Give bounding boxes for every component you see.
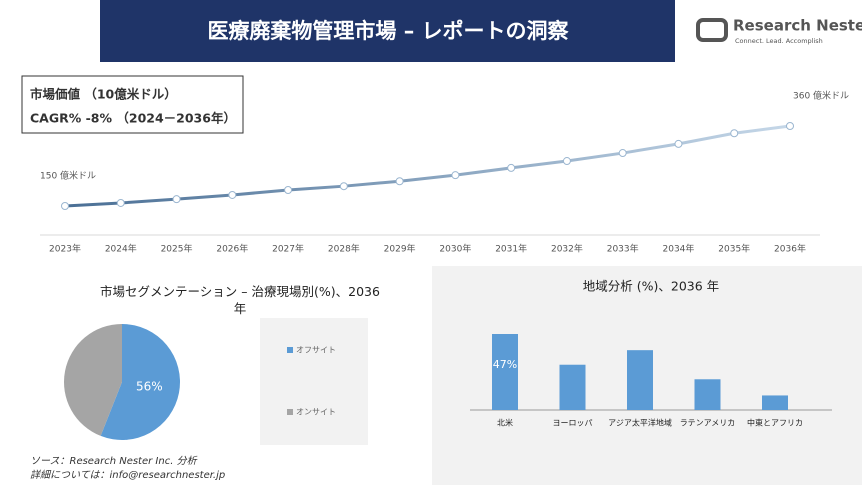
x-tick-label: 2028年: [328, 243, 360, 255]
point: [451, 171, 460, 180]
x-tick-label: 2024年: [105, 243, 137, 255]
x-tick-label: 2023年: [49, 243, 81, 255]
info-box: [21, 75, 244, 134]
x-tick-label: ヨーロッパ: [553, 419, 593, 428]
bar: [694, 379, 721, 410]
x-tick-label: 2027年: [272, 243, 304, 255]
point: [507, 163, 516, 172]
logo-name: Research Nester: [733, 17, 862, 35]
bar: [492, 334, 518, 410]
legend-box: [260, 318, 368, 445]
x-tick-label: 2026年: [216, 243, 248, 255]
header-band: [100, 0, 675, 62]
x-tick-label: 2030年: [439, 243, 471, 255]
point: [284, 186, 293, 194]
x-tick-label: 中東とアフリカ: [747, 418, 803, 428]
point: [172, 195, 181, 204]
point: [228, 190, 237, 199]
logo-icon: [696, 18, 728, 42]
data-label: 56%: [136, 380, 163, 394]
legend-swatch: [287, 409, 293, 415]
chart-title: 市場セグメンテーション – 治療現場別(%)、2036 年: [100, 284, 380, 316]
x-tick-label: 2029年: [384, 243, 416, 255]
x-tick-label: 2032年: [551, 243, 583, 255]
x-tick-label: 2034年: [663, 243, 695, 255]
x-tick-label: 2036年: [774, 243, 806, 255]
logo-tagline: Connect. Lead. Accomplish: [735, 37, 823, 45]
x-tick-label: ラテンアメリカ: [680, 419, 736, 428]
legend-swatch: [287, 347, 293, 353]
pie-slice: [100, 324, 181, 440]
point: [61, 202, 69, 210]
contact-note: 詳細については：info@researchnester.jp: [30, 469, 225, 481]
x-tick-label: 2035年: [718, 243, 750, 255]
bar: [762, 395, 788, 410]
header-title: 医療廃棄物管理市場 – レポートの洞察: [207, 19, 569, 43]
source-note: ソース：Research Nester Inc. 分析: [30, 455, 198, 467]
point: [562, 157, 571, 166]
bar: [627, 350, 653, 410]
x-tick-label: 2025年: [161, 243, 193, 255]
point: [116, 198, 125, 207]
x-tick-label: アジア太平洋地域: [608, 418, 672, 428]
x-tick-label: 2031年: [495, 243, 527, 255]
pie-slice: [64, 324, 122, 436]
point: [786, 122, 794, 130]
data-label: 150 億米ドル: [40, 170, 96, 182]
data-label: 360 億米ドル: [793, 90, 849, 102]
info-line: CAGR% -8% （2024－2036年）: [30, 111, 236, 126]
point: [339, 182, 348, 191]
info-line: 市場価値 （10億米ドル）: [30, 87, 177, 102]
x-tick-label: 北米: [497, 418, 513, 428]
point: [674, 139, 683, 148]
chart-title: 地域分析 (%)、2036 年: [583, 279, 719, 294]
x-tick-label: 2033年: [607, 243, 639, 255]
bar: [559, 364, 586, 410]
point: [395, 177, 404, 186]
point: [618, 149, 627, 158]
point: [730, 129, 739, 138]
line-series: [64, 124, 791, 208]
legend-label: オフサイト: [296, 346, 336, 355]
data-label: 47%: [493, 358, 517, 371]
legend-label: オンサイト: [296, 408, 336, 417]
